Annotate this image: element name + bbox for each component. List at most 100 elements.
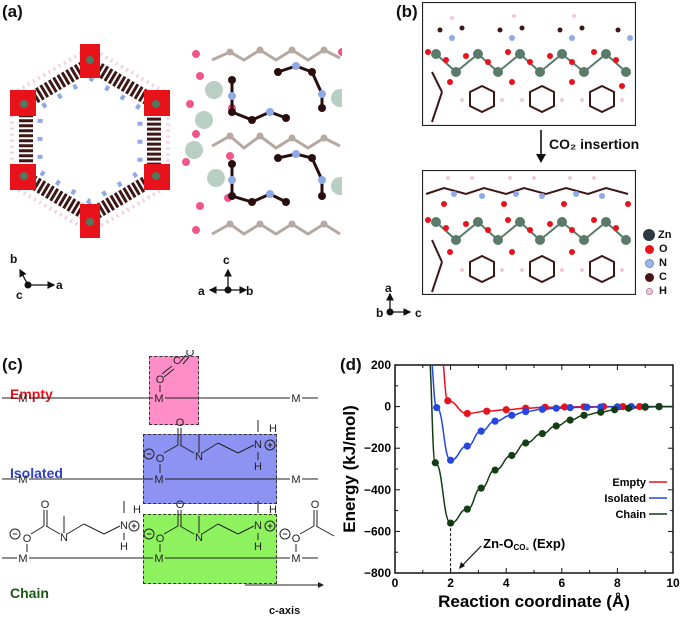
x-tick-label: 8 — [614, 576, 621, 590]
plus-charge-icon: + — [131, 521, 136, 531]
row-label-isolated: Isolated — [10, 465, 63, 481]
atom-o: O — [156, 374, 165, 386]
y-tick-label: −200 — [364, 441, 391, 455]
legend-item-c: C — [643, 270, 683, 284]
data-point — [597, 403, 605, 411]
legend-item-n: N — [643, 256, 683, 270]
o-swatch-icon — [645, 244, 654, 254]
x-tick-label: 6 — [558, 576, 565, 590]
co2-insertion-label: CO₂ insertion — [549, 136, 640, 152]
data-point — [431, 459, 439, 467]
atom-legend: Zn O N C H — [643, 228, 683, 298]
data-point — [447, 456, 455, 464]
axis-label-b: b — [10, 252, 18, 266]
c-axis-label: c-axis — [269, 605, 301, 617]
atom-o: O — [156, 533, 165, 545]
axis-label-c: c — [16, 288, 23, 302]
data-point — [560, 403, 569, 411]
panel-c-label: (c) — [2, 355, 23, 374]
co2-insertion-arrow — [536, 130, 546, 163]
metal-atom: M — [18, 393, 27, 405]
panel-b-structure-before — [422, 2, 636, 126]
metal-atom: M — [154, 393, 163, 405]
data-point — [624, 404, 633, 412]
data-point — [636, 403, 644, 411]
zn-swatch-icon — [643, 229, 655, 241]
minus-charge-icon: − — [12, 529, 17, 539]
atom-n: N — [254, 439, 262, 451]
x-axis-label: Reaction coordinate (Å) — [438, 592, 630, 611]
atom-o: O — [176, 499, 185, 511]
legend-label-chain: Chain — [615, 509, 646, 521]
axis-label-a: a — [56, 278, 63, 292]
data-point — [491, 417, 499, 425]
data-point — [655, 403, 663, 411]
data-point — [580, 411, 588, 419]
panel-b-axis-indicator — [386, 292, 412, 316]
metal-atom: M — [18, 553, 27, 565]
y-axis-label: Energy (kJ/mol) — [340, 405, 359, 533]
data-point — [522, 439, 530, 447]
h-swatch-icon — [646, 287, 653, 295]
axis-label-a-b: a — [385, 281, 392, 295]
data-point — [463, 409, 471, 418]
atom-o: O — [176, 417, 185, 429]
y-tick-label: −400 — [364, 483, 391, 497]
data-point — [538, 430, 546, 438]
data-point — [508, 411, 516, 419]
axis-label-b-b: b — [376, 306, 384, 320]
atom-o: O — [156, 453, 165, 465]
metal-atom: M — [291, 553, 300, 565]
data-point — [597, 408, 605, 416]
atom-n: N — [60, 532, 68, 544]
atom-n: N — [195, 451, 203, 463]
data-point — [508, 451, 516, 460]
axis-label-b-right: b — [246, 284, 254, 298]
atom-o: O — [23, 533, 32, 545]
metal-atom: M — [154, 553, 163, 565]
panel-a-axis-indicator-left — [19, 268, 56, 289]
minus-charge-icon: − — [146, 529, 151, 539]
legend-item-h: H — [643, 284, 683, 298]
axis-label-c-right: c — [223, 253, 230, 267]
legend-item-zn: Zn — [643, 228, 683, 242]
atom-n: N — [120, 520, 128, 532]
atom-o: O — [292, 533, 301, 545]
x-tick-label: 10 — [666, 576, 680, 590]
data-point — [583, 403, 591, 411]
data-point — [477, 427, 485, 435]
metal-atom: M — [154, 474, 163, 486]
x-tick-label: 0 — [392, 576, 399, 590]
data-point — [552, 422, 560, 430]
atom-h: H — [254, 461, 262, 473]
atom-o: O — [311, 499, 320, 511]
axis-label-c-b: c — [415, 306, 422, 320]
data-point — [566, 404, 574, 412]
exp-annotation: Zn-OCO₂ (Exp) — [483, 536, 565, 552]
y-tick-label: −600 — [364, 524, 391, 538]
panel-a-label: (a) — [2, 2, 23, 21]
panel-a-axis-indicator-right — [208, 268, 248, 294]
data-point — [491, 466, 499, 474]
atom-h: H — [133, 504, 141, 516]
data-point — [619, 403, 627, 411]
row-label-chain: Chain — [10, 585, 49, 601]
metal-atom: M — [291, 474, 300, 486]
data-point — [552, 404, 560, 412]
x-tick-label: 2 — [447, 576, 454, 590]
n-swatch-icon — [645, 258, 654, 268]
data-point — [538, 405, 546, 413]
data-point — [641, 403, 649, 411]
atom-c: C — [173, 355, 181, 367]
y-tick-label: 0 — [384, 400, 391, 414]
x-tick-label: 4 — [503, 576, 510, 590]
data-point — [444, 397, 452, 405]
data-point — [483, 407, 491, 415]
atom-o: O — [41, 499, 50, 511]
legend-label-isolated: Isolated — [604, 493, 646, 505]
y-tick-label: −800 — [364, 566, 391, 580]
plus-charge-icon: + — [267, 521, 272, 531]
data-point — [611, 406, 619, 414]
chain-highlight-box — [143, 514, 277, 584]
atom-h: H — [269, 423, 277, 435]
